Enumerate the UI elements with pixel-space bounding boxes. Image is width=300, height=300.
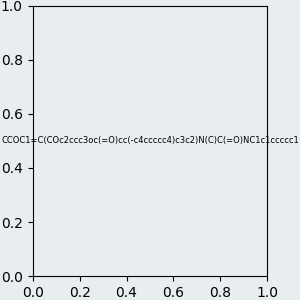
Text: CCOC1=C(COc2ccc3oc(=O)cc(-c4ccccc4)c3c2)N(C)C(=O)NC1c1ccccc1: CCOC1=C(COc2ccc3oc(=O)cc(-c4ccccc4)c3c2)… bbox=[1, 136, 299, 146]
